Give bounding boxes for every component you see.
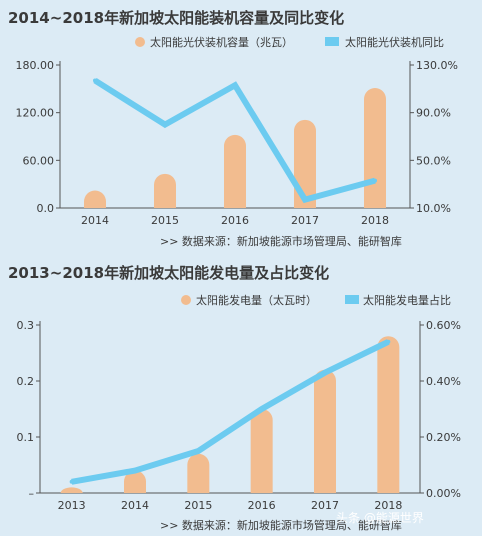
chart1-bar bbox=[154, 173, 176, 208]
chart1-line-point bbox=[233, 83, 237, 88]
chart2-x-tick-label: 2013 bbox=[58, 499, 86, 512]
chart2-bar bbox=[60, 487, 83, 493]
chart1-right-tick-label: 50.0% bbox=[416, 154, 451, 167]
chart2-legend-line-swatch bbox=[345, 295, 359, 304]
chart2-legend-bar-swatch bbox=[181, 295, 191, 305]
chart1-line-point bbox=[303, 197, 307, 202]
chart2-line-point bbox=[259, 407, 264, 411]
chart1-left-tick-label: 180.00 bbox=[16, 59, 55, 72]
chart2-x-tick-label: 2016 bbox=[248, 499, 276, 512]
chart2-x-tick-label: 2017 bbox=[311, 499, 339, 512]
chart2-x-tick-label: 2014 bbox=[121, 499, 149, 512]
chart1-legend: 太阳能光伏装机容量（兆瓦） 太阳能光伏装机同比 bbox=[135, 35, 444, 49]
chart2-bar bbox=[187, 453, 210, 493]
chart2-bar bbox=[377, 336, 400, 493]
chart1-right-tick-label: 90.0% bbox=[416, 107, 451, 120]
chart2-legend: 太阳能发电量（太瓦时） 太阳能发电量占比 bbox=[181, 293, 451, 307]
chart1-plot: 0.0 60.00 120.00 180.00 10.0% 50.0% 90.0% 130.0… bbox=[16, 59, 458, 227]
chart1-left-tick-label: 60.00 bbox=[23, 154, 55, 167]
chart1-source: >> 数据来源：新加坡能源市场管理局、能研智库 bbox=[160, 234, 402, 248]
chart1-right-tick-label: 130.0% bbox=[416, 59, 458, 72]
chart1-line-point bbox=[93, 78, 97, 83]
chart1-x-tick-label: 2018 bbox=[361, 214, 389, 227]
chart2-line-point bbox=[323, 370, 327, 375]
chart2-plot: – 0.1 0.2 0.3 0.00% 0.20% 0.40% 0.60% 2013 2014 20… bbox=[17, 319, 461, 512]
chart2-line-point bbox=[133, 468, 137, 473]
chart1-left-tick-label: 120.00 bbox=[16, 107, 55, 120]
chart2-left-tick-label: – bbox=[29, 487, 35, 500]
chart1-legend-bar-swatch bbox=[135, 37, 145, 47]
chart2-right-tick-label: 0.60% bbox=[426, 319, 461, 332]
chart1-right-tick-label: 10.0% bbox=[416, 202, 451, 215]
chart2-left-tick-label: 0.2 bbox=[17, 375, 35, 388]
chart1-legend-line-label: 太阳能光伏装机同比 bbox=[345, 35, 444, 49]
chart2-left-tick-label: 0.3 bbox=[17, 319, 35, 332]
chart2-line-series bbox=[71, 339, 390, 485]
chart1-x-tick-label: 2017 bbox=[291, 214, 319, 227]
chart2-bar bbox=[314, 369, 336, 493]
chart2-right-tick-label: 0.40% bbox=[426, 375, 461, 388]
chart1-legend-bar-label: 太阳能光伏装机容量（兆瓦） bbox=[150, 35, 293, 49]
watermark: 头条 @能源世界 bbox=[336, 511, 424, 525]
chart1-left-tick-label: 0.0 bbox=[37, 202, 55, 215]
chart1-bar bbox=[364, 88, 386, 208]
chart2-line-point bbox=[386, 339, 391, 344]
chart2-line-point bbox=[69, 479, 74, 484]
chart2-left-tick-label: 0.1 bbox=[17, 431, 35, 444]
chart1-line-point bbox=[373, 178, 377, 183]
chart1-line-point bbox=[163, 122, 167, 127]
chart2-legend-line-label: 太阳能发电量占比 bbox=[363, 293, 451, 307]
chart1-x-tick-label: 2014 bbox=[81, 214, 109, 227]
chart1-bar bbox=[84, 190, 106, 208]
chart2-title: 2013~2018年新加坡太阳能发电量及占比变化 bbox=[8, 264, 329, 282]
chart2-right-tick-label: 0.20% bbox=[426, 431, 461, 444]
chart1-title: 2014~2018年新加坡太阳能装机容量及同比变化 bbox=[8, 9, 344, 27]
chart2-line-point bbox=[196, 449, 201, 453]
chart2-source: >> 数据来源：新加坡能源市场管理局、能研智库 bbox=[160, 518, 402, 532]
chart2-right-tick-label: 0.00% bbox=[426, 487, 461, 500]
chart1-bar bbox=[224, 134, 246, 208]
chart2-bar bbox=[124, 470, 146, 493]
chart2-legend-bar-label: 太阳能发电量（太瓦时） bbox=[196, 293, 317, 307]
chart1-legend-line-swatch bbox=[325, 37, 339, 46]
chart2-bar bbox=[250, 409, 273, 493]
chart2-x-tick-label: 2018 bbox=[374, 499, 402, 512]
chart1-x-tick-label: 2016 bbox=[221, 214, 249, 227]
chart2-x-tick-label: 2015 bbox=[184, 499, 212, 512]
chart1-x-tick-label: 2015 bbox=[151, 214, 179, 227]
